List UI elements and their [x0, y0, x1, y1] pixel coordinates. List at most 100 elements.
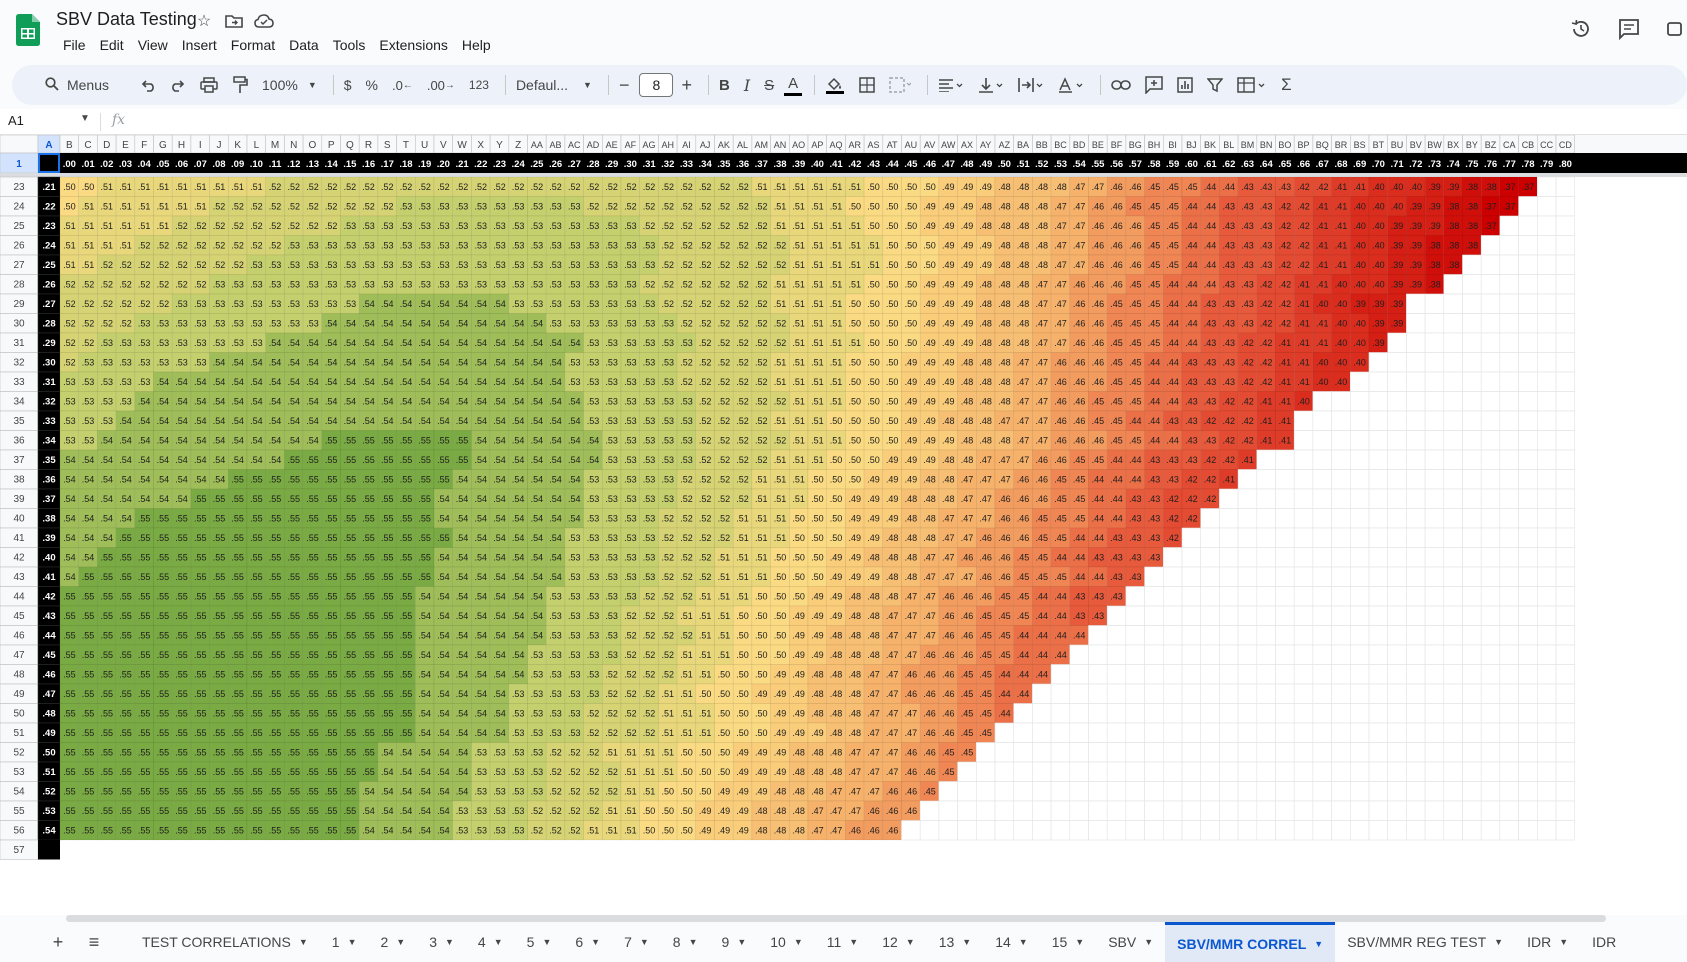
empty-cell[interactable] [1069, 644, 1089, 665]
increase-font-size-button[interactable]: + [681, 74, 692, 95]
empty-cell[interactable] [1368, 742, 1389, 763]
empty-cell[interactable] [1406, 761, 1426, 782]
empty-cell[interactable] [1499, 527, 1519, 548]
empty-cell[interactable] [1200, 586, 1220, 607]
undo-icon[interactable] [136, 71, 160, 99]
empty-cell[interactable] [1181, 664, 1202, 685]
empty-cell[interactable] [1462, 664, 1482, 685]
empty-cell[interactable] [1219, 527, 1239, 548]
empty-cell[interactable] [1163, 664, 1183, 685]
empty-cell[interactable] [1032, 742, 1052, 763]
empty-cell[interactable] [1368, 761, 1389, 782]
empty-cell[interactable] [1144, 722, 1164, 743]
empty-cell[interactable] [1555, 469, 1576, 490]
empty-cell[interactable] [1350, 625, 1370, 646]
empty-cell[interactable] [1424, 488, 1445, 509]
empty-cell[interactable] [1387, 410, 1407, 431]
empty-cell[interactable] [1480, 449, 1501, 470]
empty-cell[interactable] [1424, 586, 1445, 607]
empty-cell[interactable] [1406, 488, 1426, 509]
empty-cell[interactable] [1537, 722, 1557, 743]
redo-icon[interactable] [166, 71, 190, 99]
spreadsheet-grid[interactable]: A B C D E F G H I J K L M N O P Q R S T U V W X Y Z AA AB AC AD AE AF AG… [0, 135, 1687, 915]
empty-cell[interactable] [1275, 469, 1295, 490]
empty-cell[interactable] [1312, 488, 1332, 509]
empty-cell[interactable] [1163, 547, 1183, 568]
empty-cell[interactable] [1125, 722, 1145, 743]
empty-cell[interactable] [1144, 664, 1164, 685]
empty-cell[interactable] [1088, 761, 1108, 782]
empty-cell[interactable] [1088, 722, 1108, 743]
empty-cell[interactable] [1181, 547, 1202, 568]
empty-cell[interactable] [1069, 703, 1089, 724]
empty-cell[interactable] [1499, 274, 1519, 295]
empty-cell[interactable] [1331, 430, 1351, 451]
empty-cell[interactable] [1032, 683, 1052, 704]
empty-cell[interactable] [1013, 703, 1033, 724]
empty-cell[interactable] [1331, 761, 1351, 782]
empty-cell[interactable] [1537, 742, 1557, 763]
empty-cell[interactable] [1537, 761, 1557, 782]
empty-cell[interactable] [1163, 742, 1183, 763]
empty-cell[interactable] [1293, 488, 1314, 509]
empty-cell[interactable] [1462, 469, 1482, 490]
empty-cell[interactable] [1106, 605, 1127, 626]
empty-cell[interactable] [994, 722, 1015, 743]
empty-cell[interactable] [1293, 683, 1314, 704]
empty-cell[interactable] [1069, 761, 1089, 782]
empty-cell[interactable] [1125, 586, 1145, 607]
empty-cell[interactable] [1368, 566, 1389, 587]
empty-cell[interactable] [1537, 469, 1557, 490]
empty-cell[interactable] [1443, 508, 1463, 529]
empty-cell[interactable] [975, 742, 996, 763]
empty-cell[interactable] [1163, 683, 1183, 704]
empty-cell[interactable] [1275, 586, 1295, 607]
empty-cell[interactable] [1312, 586, 1332, 607]
empty-cell[interactable] [1480, 527, 1501, 548]
empty-cell[interactable] [1200, 761, 1220, 782]
empty-cell[interactable] [1462, 274, 1482, 295]
empty-cell[interactable] [1480, 352, 1501, 373]
empty-cell[interactable] [1555, 293, 1576, 314]
empty-cell[interactable] [1537, 391, 1557, 412]
empty-cell[interactable] [1312, 742, 1332, 763]
empty-cell[interactable] [1424, 391, 1445, 412]
empty-cell[interactable] [1424, 430, 1445, 451]
empty-cell[interactable] [1537, 274, 1557, 295]
empty-cell[interactable] [1387, 742, 1407, 763]
empty-cell[interactable] [1443, 371, 1463, 392]
empty-cell[interactable] [1237, 547, 1258, 568]
font-select[interactable]: Defaul... ▼ [512, 71, 596, 99]
empty-cell[interactable] [1275, 664, 1295, 685]
empty-cell[interactable] [1555, 254, 1576, 275]
empty-cell[interactable] [1424, 683, 1445, 704]
empty-cell[interactable] [1537, 508, 1557, 529]
empty-cell[interactable] [1462, 625, 1482, 646]
empty-cell[interactable] [1518, 722, 1538, 743]
empty-cell[interactable] [1050, 664, 1071, 685]
empty-cell[interactable] [1293, 664, 1314, 685]
empty-cell[interactable] [1275, 449, 1295, 470]
empty-cell[interactable] [1406, 722, 1426, 743]
empty-cell[interactable] [1293, 410, 1314, 431]
empty-cell[interactable] [1275, 625, 1295, 646]
empty-cell[interactable] [1275, 703, 1295, 724]
empty-cell[interactable] [1480, 625, 1501, 646]
empty-cell[interactable] [1237, 761, 1258, 782]
empty-cell[interactable] [1256, 761, 1276, 782]
empty-cell[interactable] [1219, 566, 1239, 587]
empty-cell[interactable] [1125, 761, 1145, 782]
empty-cell[interactable] [1237, 566, 1258, 587]
empty-cell[interactable] [1462, 332, 1482, 353]
empty-cell[interactable] [1537, 547, 1557, 568]
empty-cell[interactable] [957, 761, 977, 782]
empty-cell[interactable] [1181, 605, 1202, 626]
empty-cell[interactable] [1069, 722, 1089, 743]
decrease-font-size-button[interactable]: − [618, 74, 630, 95]
empty-cell[interactable] [1106, 742, 1127, 763]
empty-cell[interactable] [1256, 527, 1276, 548]
empty-cell[interactable] [1387, 371, 1407, 392]
empty-cell[interactable] [1518, 664, 1538, 685]
empty-cell[interactable] [1537, 254, 1557, 275]
empty-cell[interactable] [1312, 605, 1332, 626]
